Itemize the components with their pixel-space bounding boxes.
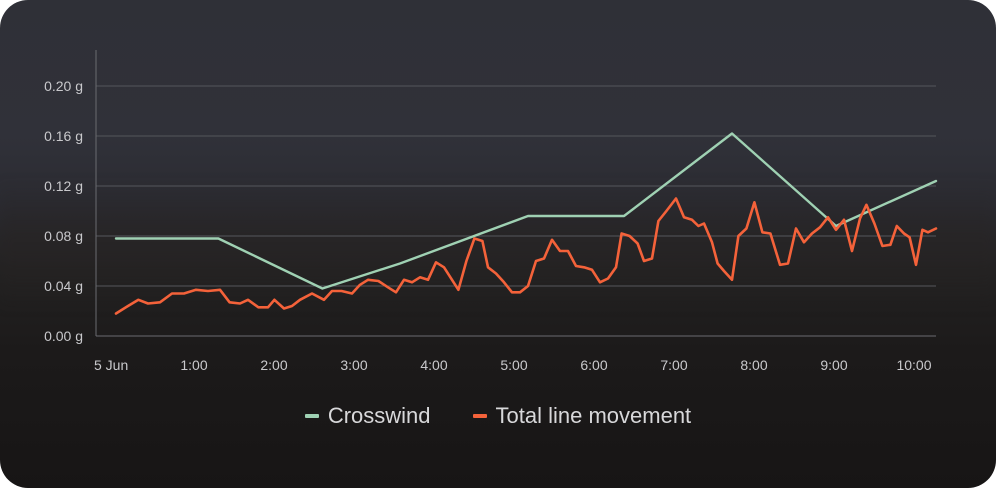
x-tick-label: 5 Jun — [94, 357, 128, 373]
x-tick-label: 9:00 — [820, 357, 847, 373]
legend-item-crosswind[interactable]: Crosswind — [304, 403, 431, 429]
x-tick-label: 7:00 — [660, 357, 687, 373]
legend-swatch-crosswind — [304, 414, 319, 418]
x-axis-ticks: 5 Jun 1:00 2:00 3:00 4:00 5:00 6:00 7:00 8:00 9:0… — [94, 357, 932, 373]
legend-item-total-line-movement[interactable]: Total line movement — [472, 403, 692, 429]
y-tick-label: 0.16 g — [44, 128, 83, 144]
series-lines — [114, 132, 938, 315]
axes — [95, 50, 936, 337]
series-line-crosswind — [114, 132, 938, 290]
x-tick-label: 3:00 — [340, 357, 367, 373]
y-tick-label: 0.04 g — [44, 278, 83, 294]
y-tick-label: 0.08 g — [44, 228, 83, 244]
background-haze — [0, 180, 996, 310]
y-tick-label: 0.00 g — [44, 328, 83, 344]
y-axis-ticks: 0.00 g 0.04 g 0.08 g 0.12 g 0.16 g 0.20 g — [44, 78, 83, 344]
y-tick-label: 0.12 g — [44, 178, 83, 194]
y-tick-label: 0.20 g — [44, 78, 83, 94]
x-tick-label: 6:00 — [580, 357, 607, 373]
grid-lines — [96, 85, 936, 287]
legend: Crosswind Total line movement — [0, 403, 996, 429]
legend-label-crosswind: Crosswind — [327, 403, 431, 428]
x-tick-label: 8:00 — [740, 357, 767, 373]
legend-label-total-line-movement: Total line movement — [495, 403, 692, 428]
x-tick-label: 5:00 — [500, 357, 527, 373]
legend-swatch-total-line-movement — [472, 414, 487, 418]
series-line-total-line-movement — [114, 197, 938, 315]
x-tick-label: 10:00 — [896, 357, 931, 373]
x-tick-label: 2:00 — [260, 357, 287, 373]
x-tick-label: 4:00 — [420, 357, 447, 373]
x-tick-label: 1:00 — [180, 357, 207, 373]
